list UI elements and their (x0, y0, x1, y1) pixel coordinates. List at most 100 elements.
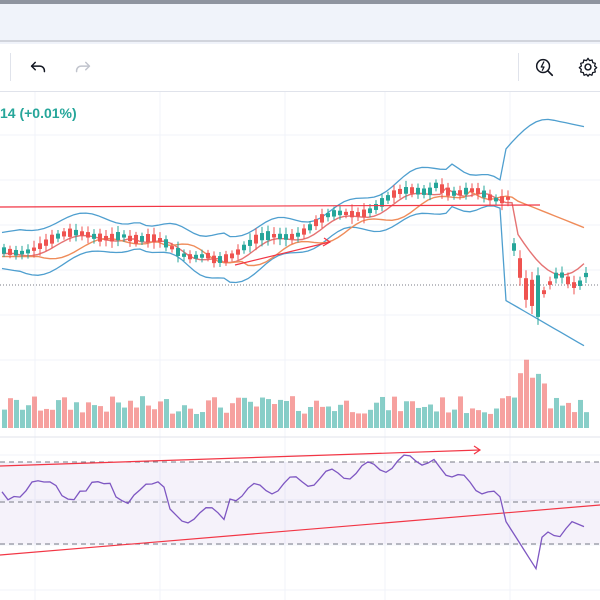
volume-bar (410, 401, 415, 428)
top-frame-divider (0, 40, 600, 42)
quick-search-button[interactable] (528, 51, 560, 83)
candle-body (164, 239, 168, 248)
candle-body (584, 272, 588, 278)
candle-body (572, 282, 576, 288)
candle-body (566, 276, 570, 285)
candle-body (350, 210, 354, 218)
candle-body (26, 249, 30, 254)
candle-body (146, 234, 150, 243)
candle-body (188, 254, 192, 260)
redo-button[interactable] (67, 51, 99, 83)
candle-body (386, 195, 390, 201)
volume-bar (176, 411, 181, 428)
candle-body (170, 246, 174, 250)
candle-body (410, 187, 414, 194)
volume-bar (488, 413, 493, 428)
volume-bar (68, 409, 73, 428)
volume-bar (512, 397, 517, 428)
candle-body (86, 232, 90, 238)
candle-body (236, 249, 240, 255)
bollinger-lower-band (1, 205, 585, 347)
settings-button[interactable] (572, 51, 600, 83)
candle-body (56, 233, 60, 239)
candle-body (476, 188, 480, 195)
volume-bar (56, 400, 61, 428)
candle-body (344, 211, 348, 216)
candle-body (548, 281, 552, 285)
volume-bar (470, 408, 475, 428)
toolbar-separator (10, 53, 11, 81)
volume-bar (278, 399, 283, 428)
candle-body (50, 234, 54, 244)
volume-bar (518, 373, 523, 428)
candle-body (104, 235, 108, 241)
support-trend-line (234, 241, 331, 266)
candle-body (98, 233, 102, 242)
candle-body (338, 210, 342, 216)
volume-bar (170, 413, 175, 428)
volume-bar (338, 404, 343, 428)
chart-canvas[interactable] (0, 92, 600, 600)
candle-body (308, 224, 312, 231)
volume-bar (320, 406, 325, 428)
volume-bar (122, 407, 127, 428)
volume-bar (152, 409, 157, 428)
candle-body (38, 243, 42, 249)
volume-bar (254, 406, 259, 428)
candle-body (470, 188, 474, 193)
volume-bar (74, 402, 79, 428)
volume-bar (440, 397, 445, 428)
chart-grid (0, 92, 600, 600)
candle-body (422, 188, 426, 195)
volume-bar (422, 406, 427, 428)
candle-body (128, 235, 132, 242)
bollinger-bands (1, 118, 585, 347)
candle-body (176, 248, 180, 257)
volume-bar (248, 401, 253, 428)
rsi-line (1, 454, 585, 571)
volume-bar (146, 405, 151, 428)
volume-bar (458, 396, 463, 428)
candle-body (272, 234, 276, 238)
volume-bar (212, 397, 217, 428)
volume-bar (38, 410, 43, 428)
candle-body (224, 254, 228, 263)
candle-body (458, 190, 462, 196)
volume-bar (542, 383, 547, 428)
volume-bar (158, 401, 163, 428)
toolbar-separator (518, 53, 519, 81)
candle-body (152, 234, 156, 243)
candle-body (290, 233, 294, 240)
volume-bar (506, 396, 511, 428)
rsi-indicator-line (1, 454, 585, 571)
volume-bar (218, 407, 223, 428)
bollinger-upper-band (1, 118, 585, 238)
candle-body (44, 239, 48, 246)
volume-bar (50, 409, 55, 428)
volume-bar (86, 402, 91, 428)
gear-icon (578, 57, 598, 77)
volume-bar (398, 411, 403, 428)
volume-bar (134, 407, 139, 428)
candle-body (80, 231, 84, 236)
undo-button[interactable] (22, 51, 54, 83)
candle-body (302, 228, 306, 235)
candle-body (206, 252, 210, 259)
candle-body (554, 272, 558, 279)
volume-bar (386, 410, 391, 428)
volume-bar (446, 412, 451, 428)
candle-body (530, 279, 534, 306)
candle-body (374, 203, 378, 210)
volume-bar (8, 398, 13, 428)
candle-body (314, 219, 318, 227)
volume-bar (326, 406, 331, 428)
volume-bar (452, 409, 457, 428)
candle-body (122, 234, 126, 238)
volume-bar (362, 413, 367, 428)
volume-bar (578, 399, 583, 428)
candle-body (356, 212, 360, 217)
volume-bar (368, 409, 373, 428)
candle-body (404, 187, 408, 194)
candle-body (8, 248, 12, 255)
candle-body (536, 275, 540, 317)
